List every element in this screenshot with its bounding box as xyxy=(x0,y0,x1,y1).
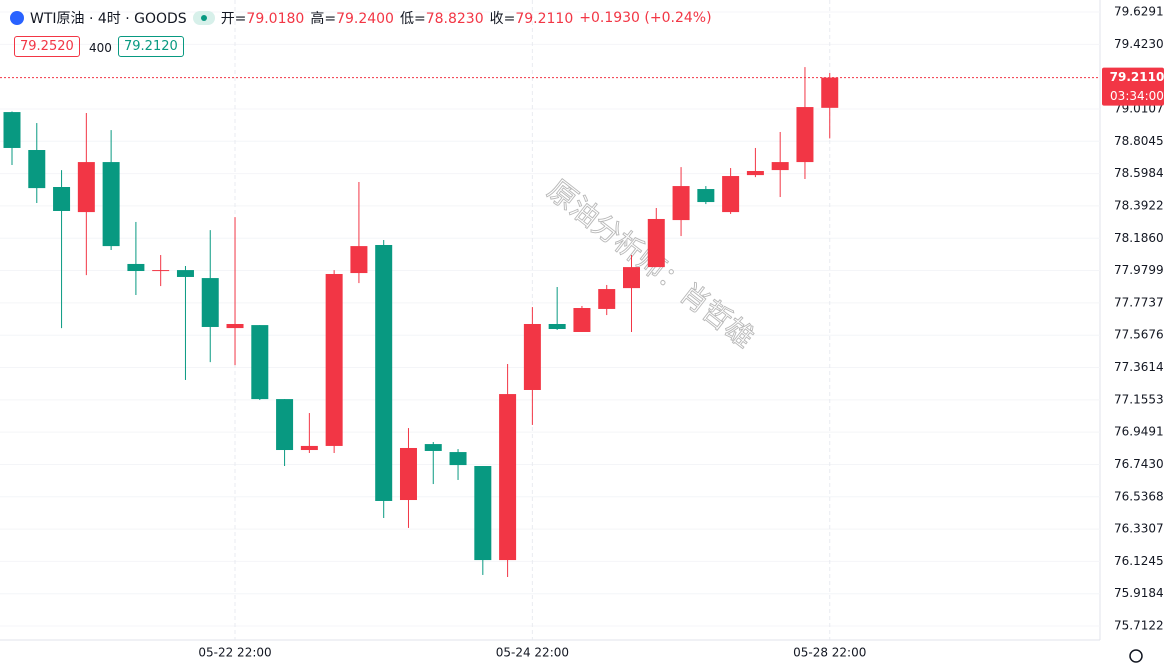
last-price-box xyxy=(1102,67,1164,106)
candle-body xyxy=(152,270,170,272)
candle-body xyxy=(28,150,46,189)
candle-body xyxy=(821,77,839,108)
y-tick-label: 77.3614 xyxy=(1114,360,1164,374)
x-tick-label: 05-24 22:00 xyxy=(496,646,569,660)
candle-body xyxy=(598,289,616,309)
candle-body xyxy=(796,107,814,163)
candle-body xyxy=(548,323,566,330)
candle-body xyxy=(449,452,467,466)
candle-body xyxy=(746,171,764,176)
last-price-label: 79.2110 xyxy=(1110,70,1165,84)
ohlc-value: 79.2110 xyxy=(515,11,574,27)
y-tick-label: 79.4230 xyxy=(1114,37,1164,51)
candle-body xyxy=(226,323,244,329)
candle-body xyxy=(399,447,417,501)
candle-body xyxy=(722,176,740,213)
candle-body xyxy=(176,270,194,277)
countdown-label: 03:34:00 xyxy=(1110,89,1164,103)
candle-body xyxy=(573,308,591,332)
ohlc-label: 开= xyxy=(220,11,247,27)
y-tick-label: 77.9799 xyxy=(1114,263,1164,277)
candle-body xyxy=(474,466,492,561)
candle-body xyxy=(300,445,318,451)
candle-body xyxy=(647,218,665,268)
candle-body xyxy=(697,189,715,203)
candle-body xyxy=(424,444,442,451)
candle-body xyxy=(375,244,393,501)
candle-body xyxy=(77,162,95,213)
y-tick-label: 76.3307 xyxy=(1114,522,1164,536)
symbol-icon xyxy=(10,11,24,25)
candle-body xyxy=(623,267,640,289)
bid-box[interactable]: 79.2520 xyxy=(14,36,80,57)
ohlc-value: 79.2400 xyxy=(336,11,394,27)
candle-body xyxy=(771,162,789,171)
candle-body xyxy=(127,263,145,272)
symbol-title: WTI原油 · 4时 · GOODS xyxy=(30,11,187,27)
spread: 400 xyxy=(89,41,112,55)
header: WTI原油 · 4时 · GOODS 开=79.0180 高=79.2400 低… xyxy=(10,8,712,28)
candle-body xyxy=(251,325,269,400)
ohlc-label: 低= xyxy=(399,11,426,27)
candle-body xyxy=(350,246,368,274)
y-tick-label: 76.7430 xyxy=(1114,457,1164,471)
candle-body xyxy=(499,394,517,561)
candle-body xyxy=(276,399,294,451)
x-tick-label: 05-28 22:00 xyxy=(793,646,866,660)
ohlc-label: 高= xyxy=(310,11,337,27)
y-tick-label: 77.7737 xyxy=(1114,295,1164,309)
candle-body xyxy=(102,162,120,247)
y-tick-label: 75.7122 xyxy=(1114,619,1164,633)
y-tick-label: 78.5984 xyxy=(1114,166,1164,180)
candle-body xyxy=(53,186,71,211)
y-tick-label: 75.9184 xyxy=(1114,586,1164,600)
ask-box[interactable]: 79.2120 xyxy=(118,36,184,57)
y-tick-label: 78.1860 xyxy=(1114,231,1164,245)
change: +0.1930 (+0.24%) xyxy=(579,10,712,26)
candle-body xyxy=(3,112,21,148)
y-tick-label: 78.3922 xyxy=(1114,198,1164,212)
settings-icon xyxy=(1129,649,1143,663)
candle-body xyxy=(201,278,219,327)
candle-body xyxy=(325,273,343,446)
y-tick-label: 78.8045 xyxy=(1114,134,1164,148)
status-dot xyxy=(192,11,215,25)
y-tick-label: 76.9491 xyxy=(1114,425,1164,439)
ohlc-label: 收= xyxy=(489,11,516,27)
candle-body xyxy=(523,323,541,390)
candle-body xyxy=(672,186,690,221)
x-tick-label: 05-22 22:00 xyxy=(198,646,271,660)
ohlc-value: 78.8230 xyxy=(425,11,484,27)
y-tick-label: 77.5676 xyxy=(1114,328,1164,342)
y-tick-label: 76.1245 xyxy=(1114,554,1164,568)
ohlc-value: 79.0180 xyxy=(246,11,305,27)
y-tick-label: 77.1553 xyxy=(1114,392,1164,406)
y-tick-label: 76.5368 xyxy=(1114,489,1164,503)
y-tick-label: 79.6291 xyxy=(1114,5,1164,19)
